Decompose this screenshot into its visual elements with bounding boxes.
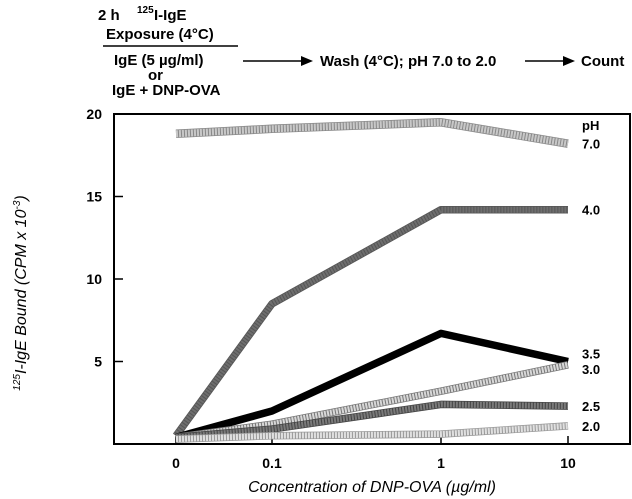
exposure-line2: Exposure (4°C) xyxy=(106,26,214,43)
x-tick-label-10: 10 xyxy=(560,455,576,471)
y-axis-title-close: ) xyxy=(13,195,30,202)
y-axis-title: 125I-IgE Bound (CPM x 10-3) xyxy=(12,195,30,390)
legend-title: pH xyxy=(582,118,599,133)
series-label-ph-3.5: 3.5 xyxy=(582,347,600,362)
y-axis-title-exp: -3 xyxy=(12,200,23,209)
x-ticks: 0 0.1 1 10 xyxy=(172,436,576,471)
exposure-line1: 2 h xyxy=(98,7,120,24)
series-label-ph-2.0: 2.0 xyxy=(582,419,600,434)
y-axis-title-sup: 125 xyxy=(12,374,23,391)
arrow-2-head xyxy=(563,56,575,66)
series-label-ph-3.0: 3.0 xyxy=(582,362,600,377)
series-line-ph-7.0 xyxy=(175,118,569,148)
plot-frame xyxy=(113,113,631,445)
x-tick-label-1: 1 xyxy=(437,455,445,471)
series-labels: 7.0 4.0 3.53.0 2.5 2.0 xyxy=(582,137,600,434)
series-label-ph-4.0: 4.0 xyxy=(582,203,600,218)
y-tick-label-5: 5 xyxy=(94,354,102,370)
exposure-sup: 125 xyxy=(137,5,154,16)
exposure-label: I-IgE xyxy=(154,7,187,24)
y-tick-label-15: 15 xyxy=(86,189,102,205)
series-label-ph-2.5: 2.5 xyxy=(582,399,600,414)
series-lines xyxy=(172,118,569,443)
condition-b: IgE + DNP-OVA xyxy=(112,82,221,99)
y-tick-label-10: 10 xyxy=(86,271,102,287)
step-wash: Wash (4°C); pH 7.0 to 2.0 xyxy=(320,53,496,70)
x-tick-label-0: 0 xyxy=(172,455,180,471)
series-line-ph-4.0 xyxy=(173,206,568,438)
series-line-ph-3.5 xyxy=(175,330,569,441)
x-tick-label-0.1: 0.1 xyxy=(262,455,282,471)
condition-a: IgE (5 µg/ml) xyxy=(114,52,203,69)
arrow-1-head xyxy=(301,56,313,66)
series-label-ph-7.0: 7.0 xyxy=(582,137,600,152)
protocol-header: 2 h 125 I-IgE Exposure (4°C) IgE (5 µg/m… xyxy=(98,5,624,99)
svg-text:125I-IgE Bound (CPM x 10-3): 125I-IgE Bound (CPM x 10-3) xyxy=(12,195,30,390)
condition-or: or xyxy=(148,67,163,84)
y-tick-label-20: 20 xyxy=(86,106,102,122)
series-line-ph-2.5 xyxy=(175,401,569,441)
step-count: Count xyxy=(581,53,624,70)
x-axis-title: Concentration of DNP-OVA (µg/ml) xyxy=(248,479,496,496)
y-axis-title-main: I-IgE Bound (CPM x 10 xyxy=(13,209,30,374)
series-line-ph-2.0 xyxy=(175,422,569,443)
y-ticks: 5 10 15 20 xyxy=(86,106,123,370)
